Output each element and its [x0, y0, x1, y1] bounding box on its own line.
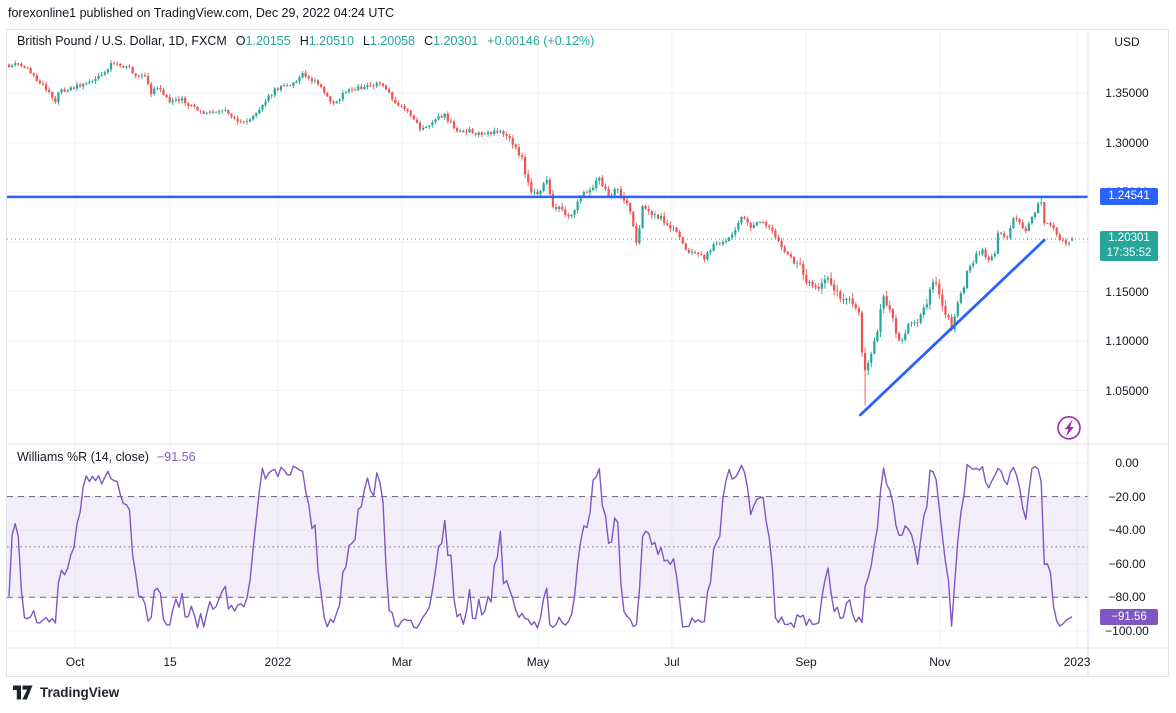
time-tick-label: 2023	[1063, 655, 1091, 669]
time-tick-label: May	[526, 655, 550, 669]
price-tick-label: 1.15000	[1105, 284, 1149, 299]
ohlc-low-value: 1.20058	[369, 34, 416, 48]
ohlc-low-prefix: L	[362, 34, 370, 48]
time-tick-label: Mar	[391, 655, 413, 669]
ohlc-close-prefix: C	[424, 34, 434, 48]
indicator-tick-label: 0.00	[1115, 456, 1139, 470]
ohlc-close: C 1.20301	[424, 34, 478, 48]
grid-horizontal-price	[7, 92, 1088, 392]
trendline[interactable]	[859, 238, 1046, 417]
price-tag-last[interactable]: 1.20301 17:35:52	[1100, 231, 1158, 261]
price-tick-label: 1.35000	[1105, 86, 1149, 101]
ohlc-high-prefix: H	[299, 34, 309, 48]
bar-countdown: 17:35:52	[1106, 247, 1152, 259]
tradingview-logo-icon	[13, 685, 33, 700]
chart-frame	[6, 29, 1169, 677]
price-tag-indicator[interactable]: −91.56	[1100, 608, 1158, 625]
price-tick-label: 1.30000	[1105, 135, 1149, 150]
indicator-title[interactable]: Williams %R (14, close)	[17, 450, 149, 464]
indicator-value: −91.56	[156, 450, 196, 464]
pane-separators	[6, 29, 1169, 676]
tradingview-attribution[interactable]: TradingView	[13, 685, 119, 700]
currency-label: USD	[1114, 35, 1140, 49]
indicator-tick-label: −40.00	[1108, 523, 1146, 538]
indicator-tick-label: −60.00	[1108, 556, 1146, 571]
time-tick-label: 15	[163, 655, 177, 669]
price-tick-label: 1.10000	[1105, 334, 1149, 349]
ohlc-change: +0.00146 (+0.12%)	[487, 34, 595, 48]
publish-line: forexonline1 published on TradingView.co…	[8, 6, 395, 20]
tradingview-logo-text: TradingView	[40, 685, 120, 700]
ohlc-open-prefix: O	[235, 34, 246, 48]
grid-vertical	[74, 30, 1078, 648]
ohlc-open: O 1.20155	[236, 34, 291, 48]
flash-icon[interactable]	[1057, 415, 1081, 440]
price-tag-resistance[interactable]: 1.24541	[1100, 188, 1158, 206]
price-tick-label: 1.05000	[1105, 383, 1149, 398]
time-tick-label: Oct	[65, 655, 85, 669]
ohlc-open-value: 1.20155	[245, 34, 291, 48]
time-tick-label: 2022	[264, 655, 292, 669]
indicator-tick-label: −100.00	[1105, 623, 1149, 638]
indicator-tick-label: −20.00	[1108, 489, 1146, 504]
ohlc-high-value: 1.20510	[308, 34, 354, 48]
chart-canvas[interactable]	[6, 29, 1169, 677]
symbol-title[interactable]: British Pound / U.S. Dollar, 1D, FXCM	[17, 34, 227, 48]
candles-down	[7, 61, 1068, 406]
ohlc-high: H 1.20510	[300, 34, 354, 48]
time-tick-label: Jul	[664, 655, 680, 669]
ohlc-close-value: 1.20301	[433, 34, 479, 48]
last-price-value: 1.20301	[1108, 232, 1150, 244]
indicator-title-row: Williams %R (14, close) −91.56	[17, 450, 196, 464]
indicator-tick-label: −80.00	[1108, 590, 1146, 605]
williams-r-line	[8, 463, 1073, 629]
time-tick-label: Sep	[795, 655, 817, 669]
ohlc-low: L 1.20058	[363, 34, 415, 48]
time-tick-label: Nov	[929, 655, 951, 669]
